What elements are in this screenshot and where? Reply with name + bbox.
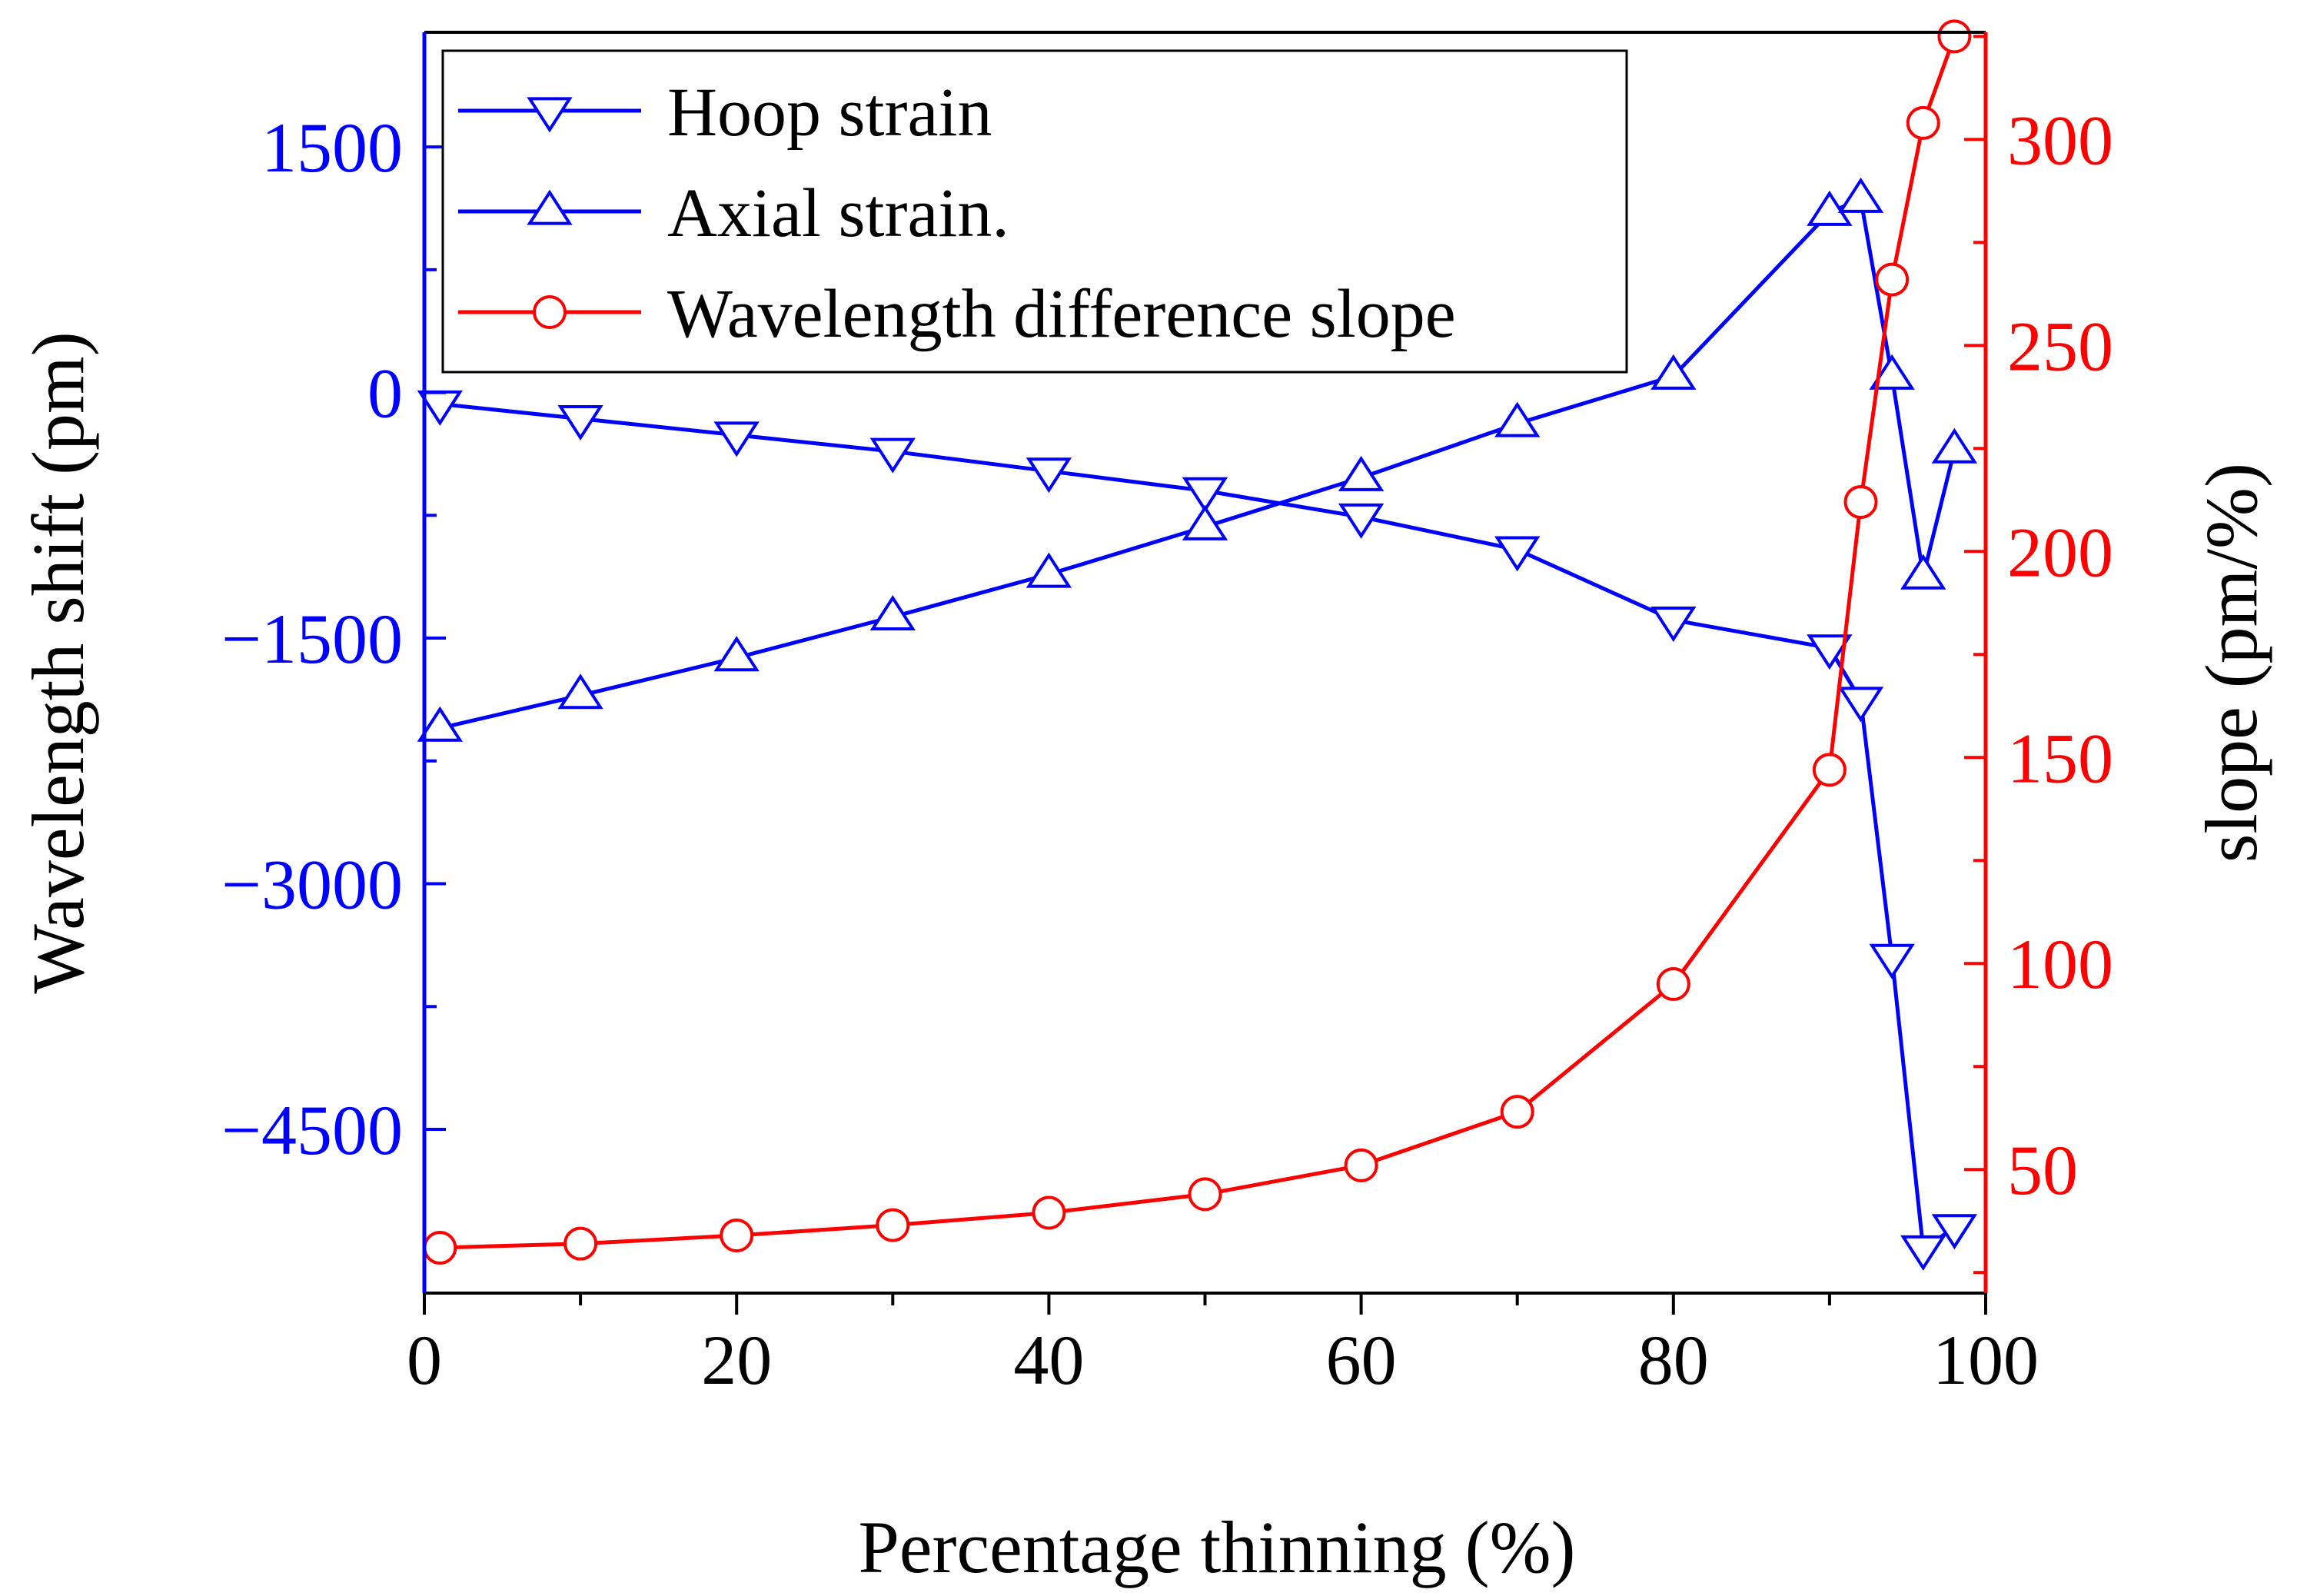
x-tick-label: 80	[1638, 1321, 1709, 1399]
data-point-hoop-strain	[557, 405, 603, 441]
data-point-slope	[1937, 19, 1972, 54]
data-point-hoop-strain	[1931, 1214, 1978, 1250]
data-point-slope	[1188, 1177, 1222, 1212]
data-point-hoop-strain	[1650, 607, 1697, 643]
legend: Hoop strain Axial strain. Wavelength diffe…	[441, 49, 1628, 374]
data-point-slope	[1812, 753, 1847, 787]
right-axis-title: slope (pm/%)	[2190, 463, 2272, 863]
data-point-hoop-strain	[1837, 687, 1884, 723]
right-tick-label: 250	[2007, 307, 2113, 385]
legend-label-hoop-strain: Hoop strain	[667, 75, 992, 151]
data-point-axial-strain	[1182, 504, 1228, 540]
x-axis-title: Percentage thinning (%)	[859, 1506, 1576, 1588]
data-point-hoop-strain	[869, 437, 916, 474]
series-hoop-strain	[417, 390, 1978, 1271]
data-point-axial-strain	[1931, 427, 1978, 464]
data-point-axial-strain	[713, 636, 760, 672]
data-point-axial-strain	[1650, 354, 1697, 390]
legend-label-slope: Wavelength difference slope	[667, 276, 1456, 352]
left-axis-title: Wavelength shift (pm)	[17, 331, 99, 993]
data-point-slope	[423, 1231, 457, 1265]
data-point-axial-strain	[557, 673, 603, 710]
series-line-axial-strain	[439, 197, 1956, 730]
data-point-slope	[1032, 1195, 1066, 1230]
right-tick-label: 300	[2007, 101, 2113, 179]
x-tick-label: 60	[1326, 1321, 1397, 1399]
data-point-slope	[1843, 484, 1878, 519]
data-point-hoop-strain	[1494, 536, 1541, 572]
data-point-slope	[720, 1218, 754, 1252]
data-point-slope	[1500, 1095, 1534, 1129]
left-tick-label: −1500	[221, 600, 403, 678]
x-tick-label: 20	[701, 1321, 772, 1399]
data-point-hoop-strain	[1807, 634, 1853, 670]
legend-label-axial-strain: Axial strain.	[667, 175, 1009, 251]
data-point-axial-strain	[1026, 552, 1072, 588]
x-tick-label: 40	[1013, 1321, 1084, 1399]
data-point-axial-strain	[1338, 455, 1385, 491]
left-tick-label: −3000	[221, 846, 403, 924]
data-point-slope	[1875, 262, 1910, 297]
left-tick-label: 1500	[261, 108, 403, 187]
data-point-slope	[1906, 105, 1940, 140]
data-point-slope	[1344, 1148, 1378, 1182]
data-point-hoop-strain	[1026, 457, 1072, 494]
right-tick-label: 100	[2007, 925, 2113, 1003]
data-point-axial-strain	[1869, 354, 1915, 390]
x-tick-label: 0	[407, 1321, 442, 1399]
data-point-hoop-strain	[1182, 477, 1228, 513]
series-line-hoop-strain	[440, 402, 1956, 1251]
axes-layer: 0 20 40 60 80 100 1500 0 −1500 −3000 −4500 50 100 150…	[221, 31, 2113, 1399]
data-point-slope	[876, 1208, 910, 1242]
x-tick-label: 100	[1933, 1321, 2039, 1399]
data-point-axial-strain	[1837, 177, 1884, 213]
legend-marker	[527, 189, 573, 225]
data-point-axial-strain	[417, 706, 463, 742]
series-line-slope	[440, 35, 1956, 1250]
data-point-hoop-strain	[1338, 503, 1385, 539]
left-tick-label: −4500	[221, 1091, 403, 1169]
right-tick-label: 150	[2007, 719, 2113, 797]
legend-marker	[527, 97, 573, 133]
data-point-hoop-strain	[1900, 1235, 1946, 1271]
data-point-axial-strain	[869, 594, 916, 630]
right-tick-label: 200	[2007, 513, 2113, 591]
data-point-axial-strain	[1494, 401, 1541, 437]
data-point-hoop-strain	[713, 421, 760, 457]
data-point-axial-strain	[1900, 554, 1946, 590]
data-point-slope	[1656, 967, 1690, 1002]
series-slope	[423, 19, 1972, 1265]
data-point-slope	[563, 1226, 598, 1261]
data-point-hoop-strain	[1869, 943, 1915, 979]
left-tick-label: 0	[367, 354, 403, 433]
legend-marker	[533, 295, 567, 329]
data-point-axial-strain	[1807, 190, 1853, 226]
right-tick-label: 50	[2007, 1131, 2078, 1209]
plot-layer	[417, 19, 1978, 1271]
series-axial-strain	[417, 177, 1978, 742]
